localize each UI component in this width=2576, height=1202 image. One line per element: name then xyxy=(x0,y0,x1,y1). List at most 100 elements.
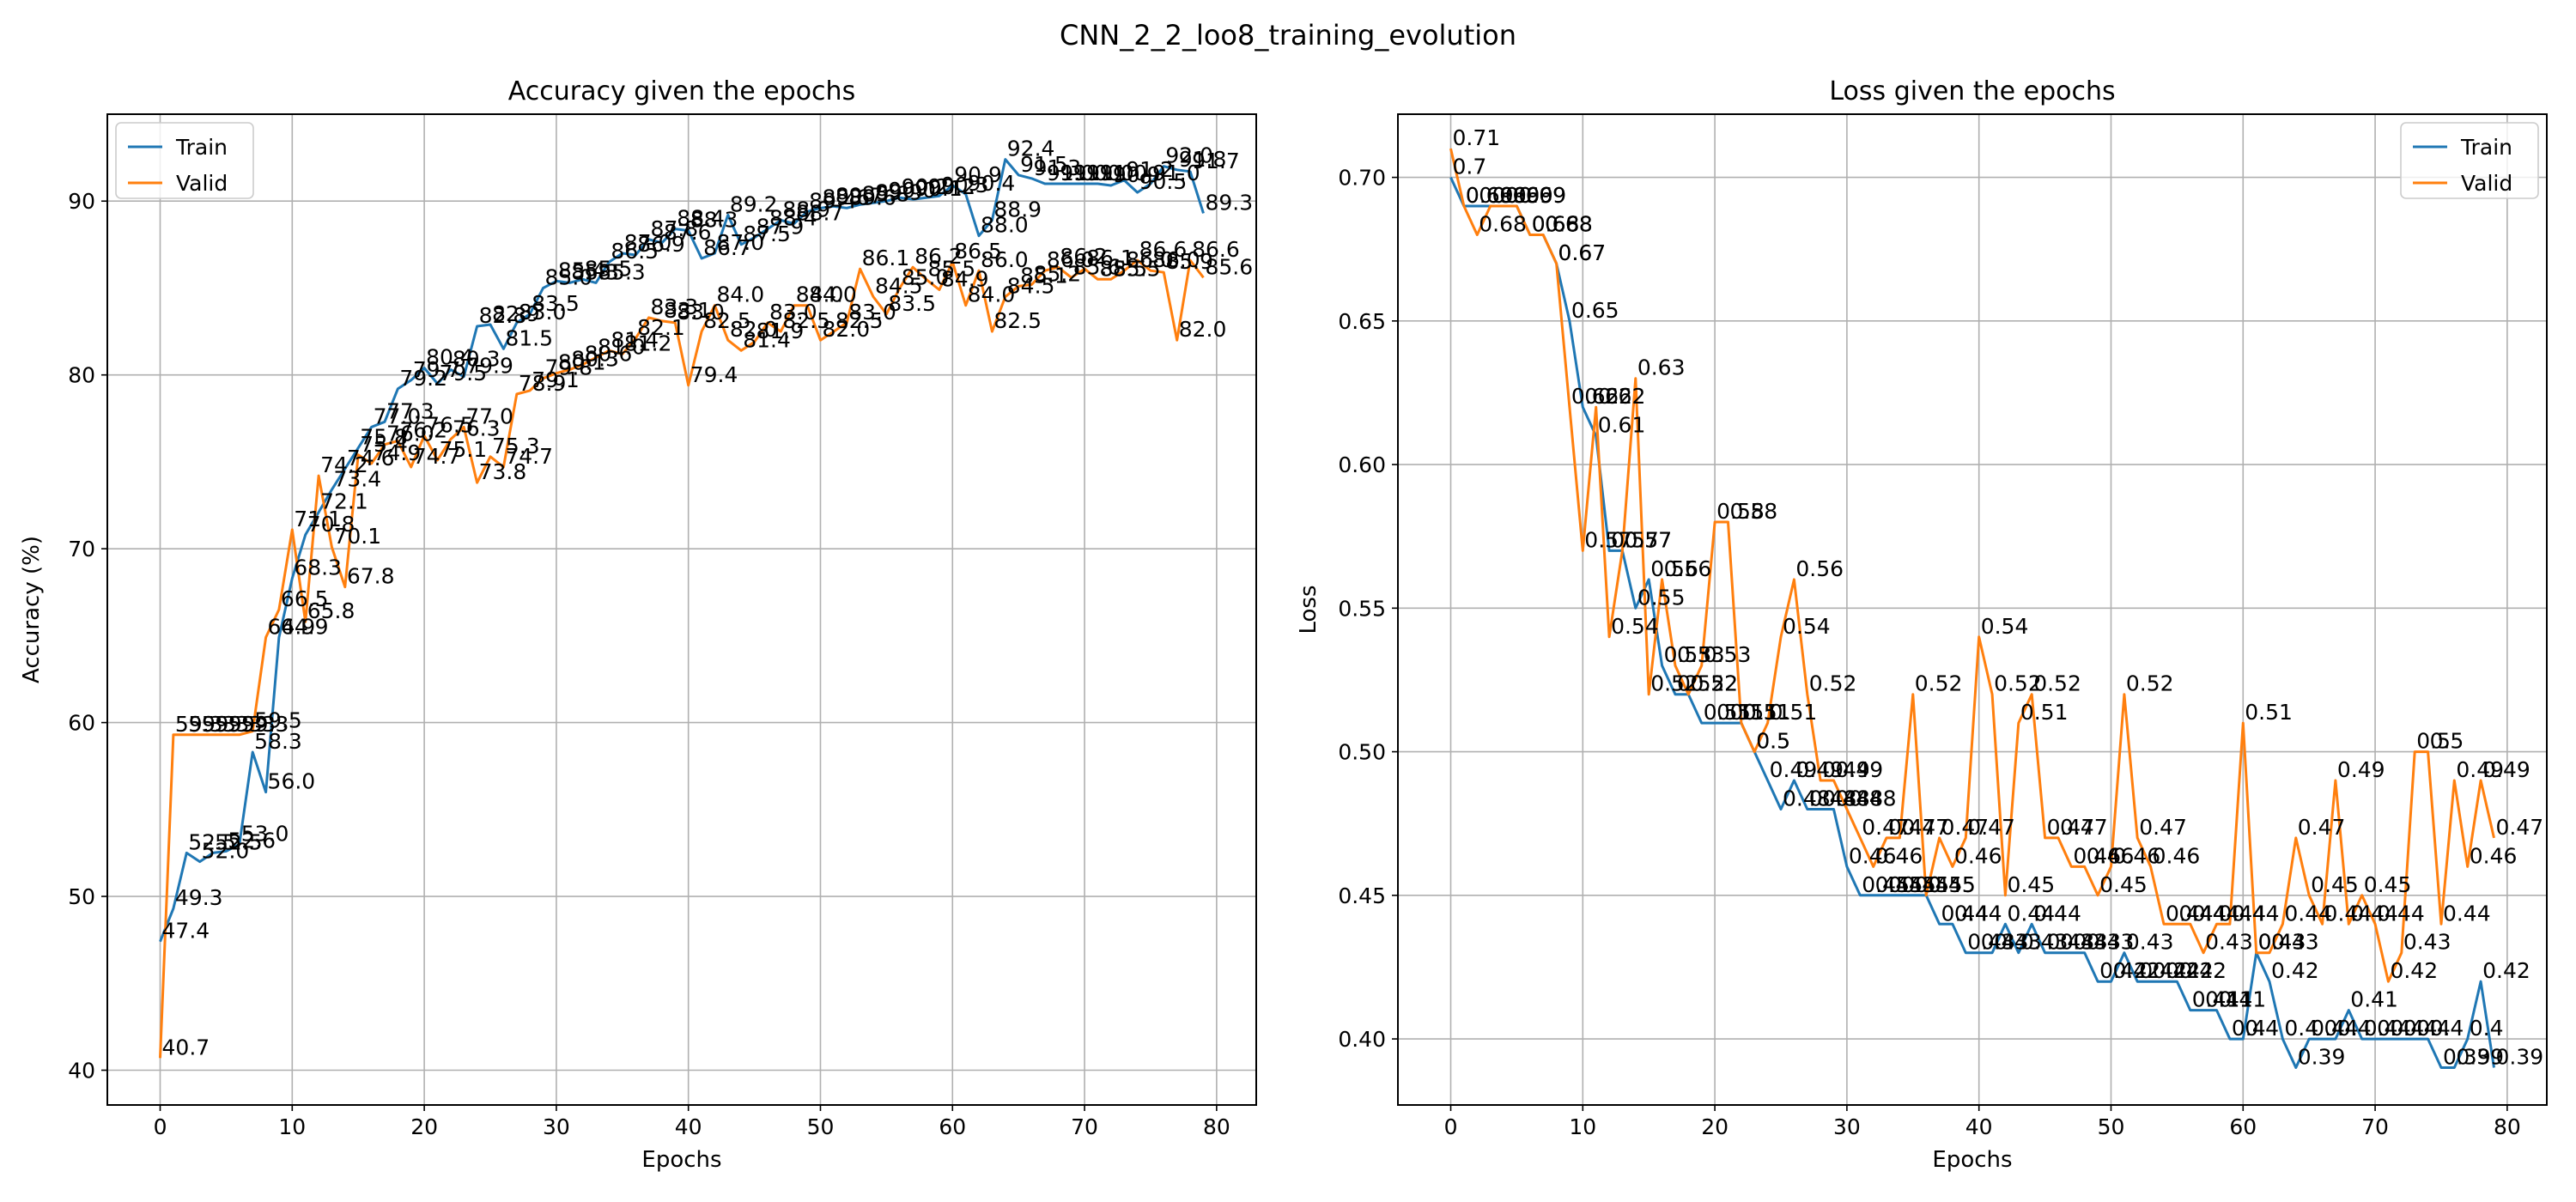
data-label-train: 0.4 xyxy=(2377,1016,2411,1041)
data-label-valid: 0.46 xyxy=(2153,843,2201,868)
data-label-valid: 0.69 xyxy=(1518,183,1566,208)
x-tick-label: 40 xyxy=(675,1114,702,1139)
data-label-valid: 85.5 xyxy=(1113,256,1161,281)
data-label-valid: 0.56 xyxy=(1664,556,1712,581)
legend: Train Valid xyxy=(115,122,254,199)
data-label-train: 91.0 xyxy=(1086,161,1134,185)
data-label-train: 0.45 xyxy=(1875,872,1923,897)
data-label-train: 0.69 xyxy=(1492,183,1540,208)
data-label-train: 73.4 xyxy=(333,466,381,491)
data-label-train: 0.39 xyxy=(2298,1045,2346,1070)
data-label-train: 85.0 xyxy=(545,264,593,289)
data-label-train: 0.45 xyxy=(1928,872,1976,897)
data-label-train: 90.9 xyxy=(954,162,1002,187)
data-label-train: 52.6 xyxy=(228,828,276,853)
data-label-valid: 84.0 xyxy=(809,282,857,307)
data-label-valid: 0.43 xyxy=(2258,930,2306,955)
data-label-valid: 0.68 xyxy=(1532,211,1580,236)
data-label-valid: 0.46 xyxy=(2112,843,2160,868)
legend-box xyxy=(2400,122,2539,199)
data-label-train: 0.4 xyxy=(2245,1016,2279,1041)
data-label-valid: 67.8 xyxy=(347,564,395,589)
data-label-train: 91.0 xyxy=(1099,161,1147,185)
data-label-valid: 81.4 xyxy=(611,327,659,352)
data-label-train: 91.0 xyxy=(1047,161,1095,185)
data-label-valid: 85.6 xyxy=(1205,254,1253,279)
data-label-train: 0.43 xyxy=(2060,930,2108,955)
data-label-valid: 74.7 xyxy=(413,444,461,469)
data-label-train: 77.0 xyxy=(374,404,422,428)
data-label-valid: 82.0 xyxy=(822,317,870,342)
data-label-train: 0.43 xyxy=(2020,930,2069,955)
data-label-train: 86.9 xyxy=(637,232,685,257)
data-label-valid: 0.57 xyxy=(1584,527,1632,552)
data-label-valid: 81.2 xyxy=(624,331,672,355)
data-label-train: 91.0 xyxy=(1152,161,1200,185)
data-label-train: 79.9 xyxy=(465,354,513,379)
data-label-valid: 79.4 xyxy=(690,362,738,387)
data-label-train: 90.2 xyxy=(928,174,976,199)
loss-chart: 0 10 20 30 40 50 60 70 80 0.40 0.45 0.50 0.55 0.60 0.6… xyxy=(1296,76,2548,1173)
data-label-valid: 0.49 xyxy=(2337,757,2385,782)
data-label-train: 0.45 xyxy=(1901,872,1949,897)
data-label-train: 49.3 xyxy=(175,885,223,910)
data-label-train: 87.5 xyxy=(743,222,791,246)
data-label-train: 88.7 xyxy=(796,201,844,226)
data-label-train: 0.43 xyxy=(2047,930,2095,955)
y-axis-label: Accuracy (%) xyxy=(19,536,45,683)
data-label-valid: 0.49 xyxy=(2456,757,2504,782)
data-label-valid: 83.0 xyxy=(769,300,817,325)
data-label-valid: 0.62 xyxy=(1598,384,1646,409)
data-label-train: 77.3 xyxy=(386,398,434,423)
data-label-train: 0.55 xyxy=(1637,585,1686,610)
data-label-valid: 75.1 xyxy=(439,437,487,462)
data-label-valid: 76.5 xyxy=(426,413,474,438)
data-label-train: 91.7 xyxy=(1192,149,1240,173)
data-label-valid: 86.0 xyxy=(981,247,1029,272)
data-label-train: 0.44 xyxy=(2007,901,2055,926)
data-label-valid: 0.46 xyxy=(2470,843,2518,868)
data-label-train: 0.44 xyxy=(1941,901,1990,926)
y-tick-label: 50 xyxy=(68,884,95,909)
data-label-valid: 0.47 xyxy=(1941,815,1990,840)
data-label-train: 82.8 xyxy=(479,303,527,328)
data-label-valid: 85.6 xyxy=(1073,254,1121,279)
data-label-valid: 0.68 xyxy=(1479,211,1527,236)
data-label-valid: 66.5 xyxy=(281,586,329,611)
data-label-valid: 0.54 xyxy=(1783,614,1831,639)
data-label-valid: 0.47 xyxy=(1901,815,1949,840)
data-label-valid: 0.47 xyxy=(1862,815,1910,840)
data-label-valid: 74.2 xyxy=(320,452,368,477)
legend: Train Valid xyxy=(2400,122,2539,199)
data-label-valid: 0.52 xyxy=(1994,671,2042,696)
data-label-valid: 0.45 xyxy=(2311,872,2359,897)
data-label-valid: 82.0 xyxy=(1179,317,1227,342)
data-label-valid: 80.3 xyxy=(571,347,619,372)
data-label-train: 92.4 xyxy=(1007,137,1055,161)
data-label-valid: 81.0 xyxy=(598,334,646,359)
data-label-train: 79.5 xyxy=(439,361,487,385)
data-label-valid: 0.69 xyxy=(1466,183,1514,208)
data-label-train: 0.4 xyxy=(2416,1016,2451,1041)
data-label-train: 0.4 xyxy=(2324,1016,2359,1041)
data-label-train: 52.5 xyxy=(215,829,263,854)
data-label-train: 89.4 xyxy=(809,188,857,213)
data-label-train: 86.7 xyxy=(703,235,751,260)
data-label-train: 0.44 xyxy=(1954,901,2002,926)
x-tick-label: 20 xyxy=(1701,1114,1728,1139)
data-label-train: 91.0 xyxy=(1073,161,1121,185)
data-label-train: 82.9 xyxy=(492,301,540,326)
data-label-valid: 0.49 xyxy=(1822,757,1870,782)
data-label-train: 81.5 xyxy=(505,325,553,350)
y-tick-label: 0.70 xyxy=(1338,166,1386,191)
data-label-train: 87.0 xyxy=(716,230,764,255)
data-label-train: 88.9 xyxy=(782,197,830,222)
data-label-valid: 83.3 xyxy=(651,294,699,319)
data-label-train: 0.42 xyxy=(2482,958,2530,983)
data-label-valid: 0.57 xyxy=(1624,527,1672,552)
data-label-valid: 0.71 xyxy=(1453,125,1501,150)
data-label-valid: 0.43 xyxy=(2205,930,2253,955)
data-label-valid: 84.9 xyxy=(941,266,989,291)
data-label-valid: 83.0 xyxy=(677,300,725,325)
data-label-train: 0.48 xyxy=(1836,786,1884,810)
